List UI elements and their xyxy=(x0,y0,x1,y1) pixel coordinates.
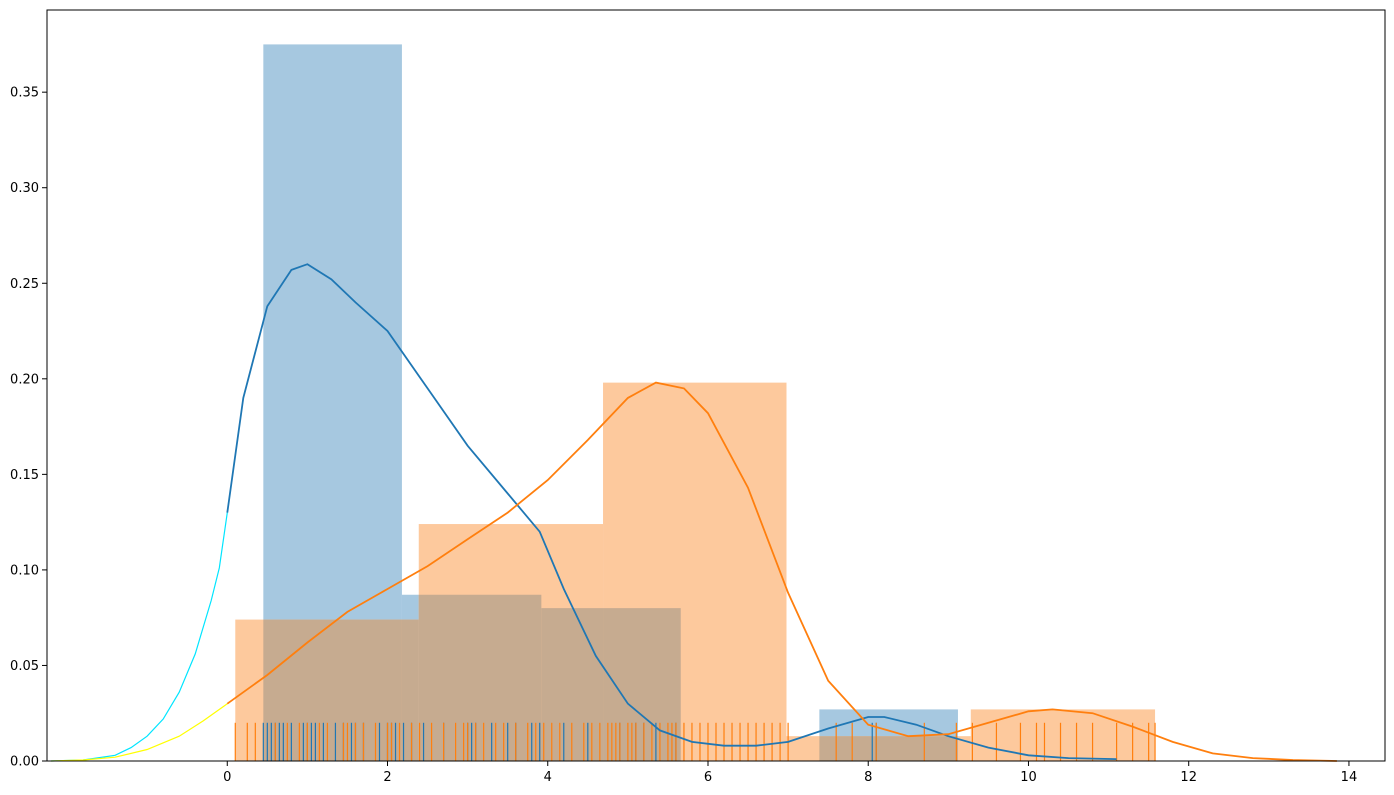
y-tick-label-5: 0.25 xyxy=(10,277,39,292)
x-tick-label-8: 8 xyxy=(864,770,872,785)
kde-layer xyxy=(50,263,1337,762)
x-tick-label-12: 12 xyxy=(1180,770,1197,785)
histogram-overlap-1 xyxy=(263,619,402,761)
x-tick-label-2: 2 xyxy=(383,770,391,785)
y-tick-label-6: 0.30 xyxy=(10,181,39,196)
x-tick-label-4: 4 xyxy=(544,770,552,785)
plot-frame xyxy=(46,9,1386,762)
x-tick-label-10: 10 xyxy=(1020,770,1037,785)
y-tick-label-1: 0.05 xyxy=(10,659,39,674)
histogram-overlap-2 xyxy=(401,619,419,761)
x-tick-label-6: 6 xyxy=(704,770,712,785)
histogram-bar-series2-bin5 xyxy=(970,709,1156,761)
kde-line-series1 xyxy=(226,263,1117,760)
axis-layer: 0 2 4 6 8 10 12 14 0.00 0.05 0.10 0.15 0.20 0.25 0.30 0… xyxy=(10,86,1357,785)
histogram-overlap-6 xyxy=(819,736,958,761)
y-tick-label-0: 0.00 xyxy=(10,755,39,770)
y-tick-label-4: 0.20 xyxy=(10,372,39,387)
kde-extension-line-2 xyxy=(50,703,228,762)
x-tick-label-14: 14 xyxy=(1341,770,1358,785)
y-tick-label-2: 0.10 xyxy=(10,563,39,578)
y-tick-label-7: 0.35 xyxy=(10,86,39,101)
kde-extension-line-1 xyxy=(50,512,228,762)
y-tick-label-3: 0.15 xyxy=(10,468,39,483)
histogram-overlap-3 xyxy=(418,594,542,761)
rug-layer xyxy=(234,722,1156,761)
x-tick-label-0: 0 xyxy=(223,770,231,785)
kde-line-series2 xyxy=(226,381,1337,762)
